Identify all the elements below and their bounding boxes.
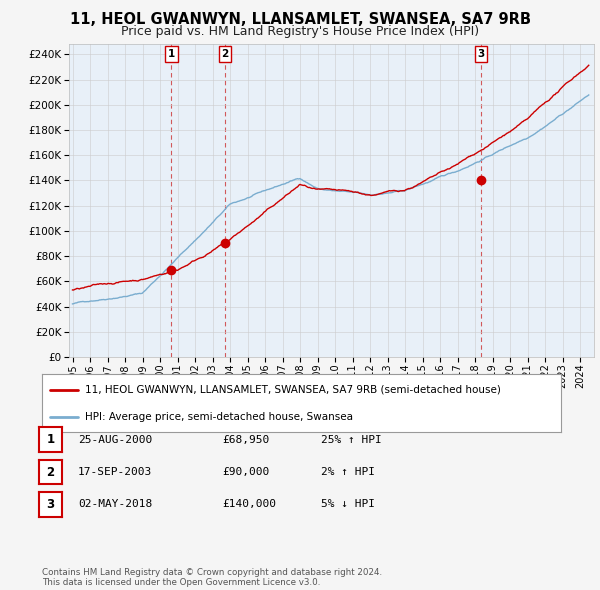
Text: £68,950: £68,950 [222,435,269,444]
Text: 1: 1 [168,49,175,59]
Text: 25% ↑ HPI: 25% ↑ HPI [321,435,382,444]
Text: 1: 1 [46,433,55,446]
Text: 2% ↑ HPI: 2% ↑ HPI [321,467,375,477]
Text: 3: 3 [46,498,55,511]
Text: 3: 3 [477,49,484,59]
Text: Contains HM Land Registry data © Crown copyright and database right 2024.
This d: Contains HM Land Registry data © Crown c… [42,568,382,587]
Text: Price paid vs. HM Land Registry's House Price Index (HPI): Price paid vs. HM Land Registry's House … [121,25,479,38]
Text: 2: 2 [46,466,55,478]
Text: £140,000: £140,000 [222,500,276,509]
Text: 5% ↓ HPI: 5% ↓ HPI [321,500,375,509]
Text: HPI: Average price, semi-detached house, Swansea: HPI: Average price, semi-detached house,… [85,412,353,422]
Text: 02-MAY-2018: 02-MAY-2018 [78,500,152,509]
Text: £90,000: £90,000 [222,467,269,477]
Text: 11, HEOL GWANWYN, LLANSAMLET, SWANSEA, SA7 9RB (semi-detached house): 11, HEOL GWANWYN, LLANSAMLET, SWANSEA, S… [85,385,500,395]
Text: 17-SEP-2003: 17-SEP-2003 [78,467,152,477]
Text: 11, HEOL GWANWYN, LLANSAMLET, SWANSEA, SA7 9RB: 11, HEOL GWANWYN, LLANSAMLET, SWANSEA, S… [70,12,530,27]
Text: 25-AUG-2000: 25-AUG-2000 [78,435,152,444]
Text: 2: 2 [221,49,229,59]
